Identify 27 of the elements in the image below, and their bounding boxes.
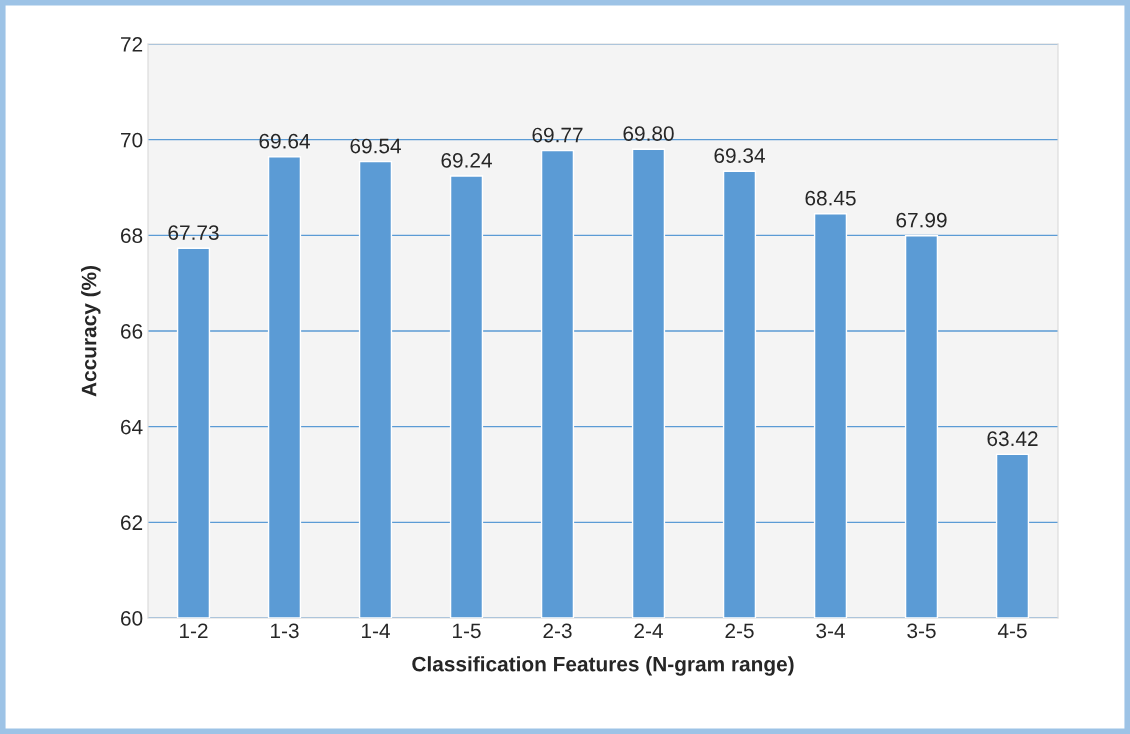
data-label: 69.34 (714, 148, 765, 163)
y-tick-label: 66 (121, 324, 143, 339)
y-tick-label: 60 (121, 611, 143, 626)
x-tick-label: 1-4 (362, 623, 390, 638)
data-label: 69.80 (623, 126, 674, 141)
y-tick-label: 72 (121, 37, 143, 52)
x-tick-label: 2-4 (634, 623, 663, 638)
y-axis-title: Accuracy (%) (81, 266, 101, 397)
y-tick-label: 70 (121, 132, 143, 148)
x-tick-label: 2-3 (543, 623, 572, 639)
x-tick-label: 3-4 (816, 623, 845, 639)
x-tick-label: 1-5 (453, 623, 481, 639)
data-label: 69.77 (532, 127, 583, 143)
data-label: 63.42 (987, 431, 1038, 447)
x-tick-label: 3-5 (907, 623, 936, 639)
x-tick-label: 4-5 (997, 623, 1027, 639)
data-label: 69.24 (441, 152, 492, 168)
y-tick-label: 64 (121, 419, 143, 435)
y-tick-label: 62 (121, 515, 143, 531)
y-tick-label: 68 (121, 228, 143, 244)
x-tick-label: 1-2 (180, 623, 208, 638)
data-label: 69.54 (350, 138, 401, 154)
data-label: 68.45 (805, 190, 856, 206)
x-tick-label: 1-3 (271, 623, 299, 639)
x-tick-label: 2-5 (725, 623, 754, 639)
data-label: 67.99 (896, 212, 947, 228)
x-axis-title: Classification Features (N-gram range) (412, 656, 794, 676)
